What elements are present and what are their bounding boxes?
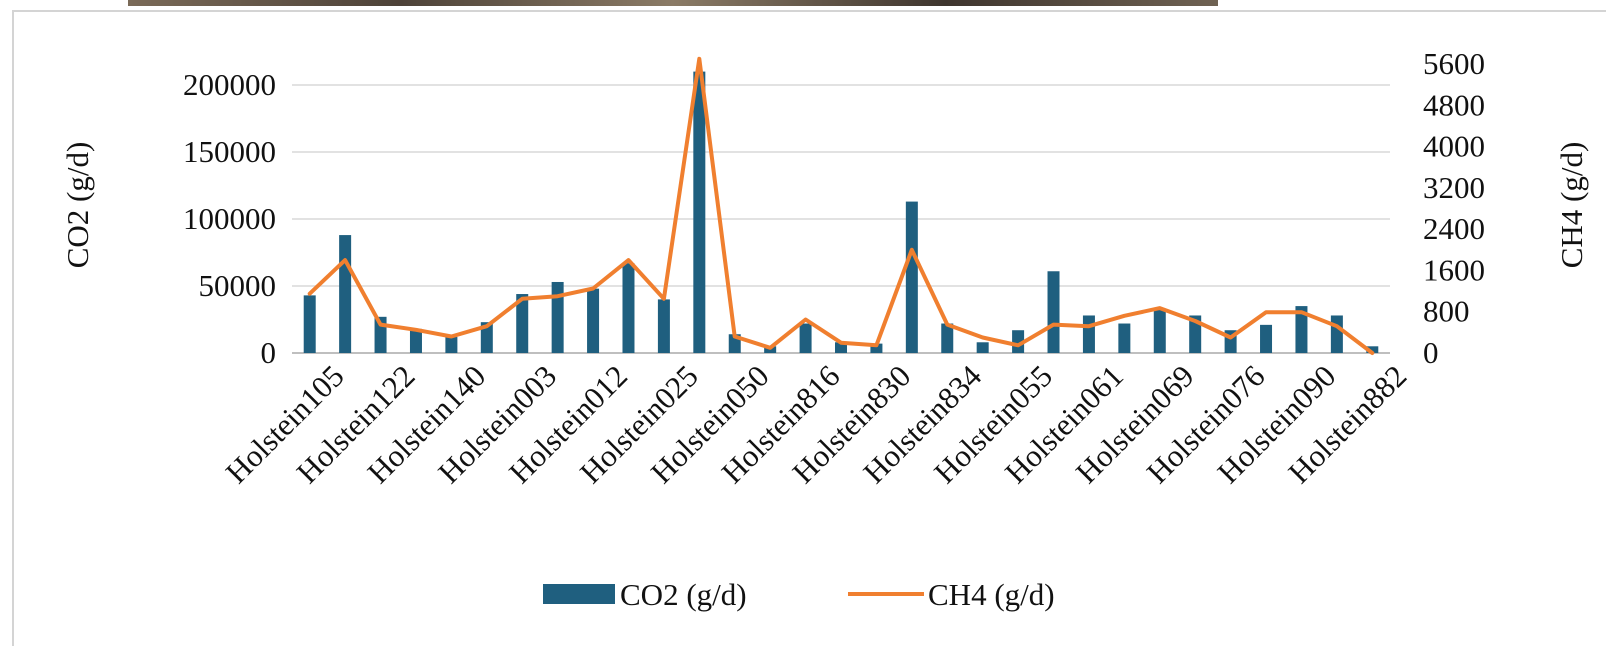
x-axis-ticks: Holstein105Holstein122Holstein140Holstei… [219,358,1414,490]
right-tick-label: 4000 [1423,129,1485,164]
co2-bar [905,201,918,353]
left-axis-title: CO2 (g/d) [60,142,95,269]
legend-co2-label: CO2 (g/d) [620,577,747,612]
co2-bar [303,295,316,353]
co2-bar [480,322,493,353]
co2-bar [1082,315,1095,353]
right-axis-ticks: 0 800 1600 2400 3200 4000 4800 5600 [1423,46,1485,370]
co2-bar [1366,346,1379,353]
co2-bar [1153,308,1166,353]
ch4-line [307,56,1375,355]
right-tick-label: 3200 [1423,170,1485,205]
chart-frame [12,10,1606,646]
co2-bar [1118,323,1131,353]
right-tick-label: 1600 [1423,252,1485,287]
left-tick-label: 100000 [183,201,276,236]
co2-bar [1330,315,1343,353]
co2-bar [657,299,670,353]
right-tick-label: 0 [1423,335,1439,370]
co2-bar [693,71,706,353]
left-tick-label: 150000 [183,134,276,169]
co2-bar [1189,315,1202,353]
right-tick-label: 4800 [1423,87,1485,122]
left-tick-label: 50000 [199,268,277,303]
right-tick-label: 2400 [1423,211,1485,246]
co2-bar [409,328,422,353]
co2-bar [1295,306,1308,353]
photo-strip [128,0,1218,6]
co2-bar [799,323,812,353]
co2-bar [551,281,564,353]
co2-bar [976,342,989,353]
co2-bars [303,71,1379,353]
legend-co2-swatch [543,584,615,604]
right-axis-title: CH4 (g/d) [1554,142,1589,269]
co2-bar [445,336,458,353]
right-tick-label: 5600 [1423,46,1485,81]
left-tick-label: 200000 [183,67,276,102]
left-tick-label: 0 [261,335,277,370]
left-axis-ticks: 0 50000 100000 150000 200000 [183,67,276,370]
co2-bar [941,323,954,353]
co2-bar [587,288,600,353]
co2-bar [1047,271,1060,353]
co2-bar [516,294,529,353]
co2-bar [622,263,635,353]
right-tick-label: 800 [1423,294,1470,329]
co2-bar [870,343,883,353]
legend-ch4-label: CH4 (g/d) [928,577,1055,612]
co2-bar [339,235,352,353]
legend: CO2 (g/d) CH4 (g/d) [543,577,1055,612]
gridlines [292,84,1390,354]
ch4-series-line [307,56,1375,355]
co2-bar [1260,324,1273,353]
co2-bar [835,342,847,353]
co2-bar [1012,330,1025,353]
